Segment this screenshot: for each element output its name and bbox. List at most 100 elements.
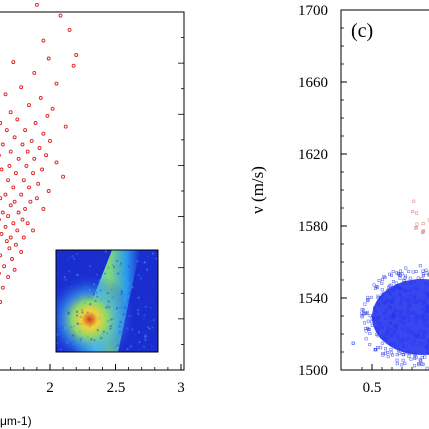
inset-pixel — [95, 273, 98, 276]
inset-pixel — [98, 317, 101, 320]
inset-pixel — [125, 318, 128, 321]
scatter-point — [374, 348, 378, 352]
inset-pixel — [110, 288, 113, 291]
scatter-point — [0, 167, 4, 172]
inset-pixel — [129, 301, 132, 304]
scatter-point — [0, 300, 3, 304]
inset-pixel — [143, 277, 146, 280]
inset-pixel — [80, 322, 83, 325]
inset-pixel — [138, 341, 141, 344]
inset-pixel — [94, 300, 97, 302]
scatter-point — [0, 253, 3, 258]
scatter-point — [0, 121, 3, 125]
inset-pixel — [79, 338, 82, 341]
scatter-point — [407, 305, 411, 309]
scatter-point — [382, 312, 386, 316]
scatter-point — [391, 269, 395, 273]
scatter-point — [34, 196, 39, 201]
inset-pixel — [56, 311, 59, 314]
inset-pixel — [150, 345, 153, 348]
inset-pixel — [134, 334, 137, 336]
scatter-point — [46, 189, 51, 193]
inset-pixel — [144, 305, 147, 308]
scatter-point — [4, 239, 9, 244]
scatter-point — [19, 192, 24, 197]
inset-pixel — [131, 286, 134, 289]
scatter-point — [412, 353, 416, 357]
inset-pixel — [150, 289, 152, 292]
scatter-point — [6, 214, 11, 219]
scatter-point — [6, 178, 11, 183]
inset-pixel — [128, 304, 131, 307]
scatter-point — [377, 278, 381, 282]
scatter-point — [8, 235, 13, 240]
inset-pixel — [118, 339, 121, 342]
inset-pixel — [67, 283, 70, 286]
scatter-point — [23, 128, 28, 133]
inset-pixel — [142, 329, 145, 332]
inset-pixel — [153, 285, 156, 288]
scatter-point — [427, 324, 429, 328]
scatter-point — [406, 327, 410, 331]
scatter-point — [16, 156, 21, 161]
scatter-point — [405, 298, 409, 302]
inset-pixel — [76, 273, 79, 276]
scatter-point — [421, 362, 425, 366]
y-axis-label: ν (m/s) — [248, 166, 267, 214]
inset-pixel — [113, 341, 116, 344]
inset-pixel — [75, 274, 78, 277]
inset-pixel — [140, 277, 142, 280]
inset-frame — [55, 249, 159, 353]
scatter-point — [10, 257, 14, 261]
scatter-point — [415, 222, 419, 226]
inset-pixel — [81, 308, 84, 311]
scatter-point — [380, 281, 384, 285]
scatter-point — [391, 279, 395, 283]
inset-pixel — [81, 311, 84, 314]
inset-pixel — [126, 329, 129, 332]
inset-pixel — [89, 265, 92, 268]
inset-pixel — [118, 331, 121, 334]
scatter-point — [374, 286, 378, 290]
scatter-point — [50, 106, 55, 111]
inset-pixel — [151, 326, 154, 329]
scatter-point — [385, 331, 389, 335]
scatter-point — [420, 307, 424, 311]
inset-pixel — [57, 349, 60, 352]
inset-pixel — [60, 326, 63, 329]
scatter-point — [411, 341, 415, 345]
scatter-point — [404, 289, 408, 293]
scatter-point — [414, 317, 418, 321]
scatter-point — [408, 300, 412, 304]
scatter-point — [13, 171, 18, 176]
inset-pixel — [105, 305, 108, 308]
inset-pixel — [99, 335, 102, 338]
scatter-point — [386, 299, 390, 303]
scatter-point — [360, 307, 364, 311]
scatter-point — [362, 321, 366, 325]
inset-pixel — [130, 298, 133, 301]
inset-pixel — [119, 321, 122, 324]
scatter-point — [421, 222, 425, 226]
scatter-point — [406, 311, 410, 315]
inset-pixel — [116, 344, 119, 347]
scatter-point — [398, 302, 402, 306]
scatter-point — [363, 311, 367, 315]
inset-pixel — [78, 270, 81, 273]
inset-pixel — [120, 262, 122, 265]
scatter-point — [8, 203, 13, 208]
inset-pixel — [113, 266, 116, 269]
inset-pixel — [93, 339, 96, 342]
scatter-point — [414, 226, 418, 230]
scatter-point — [418, 264, 422, 268]
scatter-point — [392, 314, 396, 318]
inset-pixel — [98, 279, 101, 282]
scatter-point — [422, 273, 426, 277]
scatter-point — [29, 138, 34, 143]
inset-pixel — [149, 307, 152, 310]
scatter-point — [402, 321, 406, 325]
inset-pixel — [61, 278, 64, 281]
scatter-point — [74, 53, 79, 57]
inset-pixel — [138, 331, 140, 334]
scatter-point — [376, 345, 380, 349]
